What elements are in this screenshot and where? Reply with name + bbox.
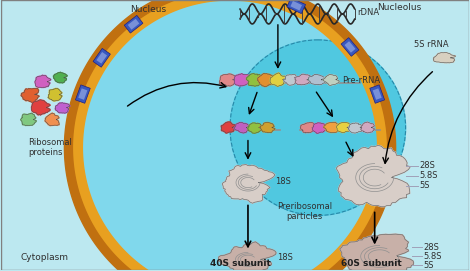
Polygon shape xyxy=(360,122,375,133)
Polygon shape xyxy=(234,122,250,133)
Bar xyxy=(78,88,87,100)
Bar xyxy=(341,38,359,56)
Text: 5S rRNA: 5S rRNA xyxy=(414,40,449,49)
Polygon shape xyxy=(48,88,62,101)
Polygon shape xyxy=(295,74,311,85)
Bar xyxy=(75,85,90,103)
Bar xyxy=(124,15,143,33)
Text: Preribosomal
particles: Preribosomal particles xyxy=(277,202,332,221)
Text: 5S: 5S xyxy=(420,181,430,190)
Bar xyxy=(287,0,306,14)
Bar xyxy=(290,1,302,11)
Polygon shape xyxy=(21,113,37,126)
Text: 28S: 28S xyxy=(420,161,435,170)
Bar xyxy=(128,19,140,30)
Text: rDNA: rDNA xyxy=(358,8,380,17)
Polygon shape xyxy=(337,122,351,133)
Bar xyxy=(93,49,110,67)
Text: 5S: 5S xyxy=(423,261,434,270)
Polygon shape xyxy=(312,123,327,133)
Polygon shape xyxy=(54,72,67,83)
Polygon shape xyxy=(323,74,339,85)
Bar xyxy=(96,52,107,64)
Polygon shape xyxy=(45,113,59,126)
Polygon shape xyxy=(258,73,274,87)
Polygon shape xyxy=(221,122,235,133)
Text: 18S: 18S xyxy=(275,177,291,186)
Polygon shape xyxy=(235,74,250,86)
Polygon shape xyxy=(324,122,339,133)
Polygon shape xyxy=(284,75,298,85)
Text: Cytoplasm: Cytoplasm xyxy=(21,253,69,262)
Polygon shape xyxy=(21,88,39,102)
Text: 5.8S: 5.8S xyxy=(423,252,442,261)
Text: Pre-rRNA: Pre-rRNA xyxy=(342,76,380,85)
Polygon shape xyxy=(55,103,70,113)
Polygon shape xyxy=(248,123,261,133)
Text: 60S subunit: 60S subunit xyxy=(341,259,402,268)
Polygon shape xyxy=(340,234,414,271)
Text: 40S subunit: 40S subunit xyxy=(210,259,270,268)
Text: Nucleolus: Nucleolus xyxy=(377,4,422,12)
Polygon shape xyxy=(219,74,236,86)
Polygon shape xyxy=(260,122,275,133)
Polygon shape xyxy=(31,100,50,115)
Polygon shape xyxy=(348,123,363,133)
Circle shape xyxy=(82,0,378,271)
Bar xyxy=(345,41,355,53)
Polygon shape xyxy=(270,73,286,86)
Polygon shape xyxy=(300,122,314,133)
Polygon shape xyxy=(222,164,275,203)
Polygon shape xyxy=(219,242,276,271)
Text: Nucleus: Nucleus xyxy=(130,5,166,14)
Text: 28S: 28S xyxy=(423,243,439,252)
Polygon shape xyxy=(64,0,396,271)
Polygon shape xyxy=(433,53,455,63)
Polygon shape xyxy=(35,75,51,88)
Bar xyxy=(370,85,384,103)
Text: 5.8S: 5.8S xyxy=(420,171,438,180)
Bar xyxy=(373,88,382,100)
Polygon shape xyxy=(72,0,388,271)
Circle shape xyxy=(230,40,406,215)
Polygon shape xyxy=(246,73,261,86)
Polygon shape xyxy=(308,74,325,85)
Text: Ribosomal
proteins: Ribosomal proteins xyxy=(29,138,72,157)
Polygon shape xyxy=(336,145,410,207)
Text: 18S: 18S xyxy=(277,253,293,262)
